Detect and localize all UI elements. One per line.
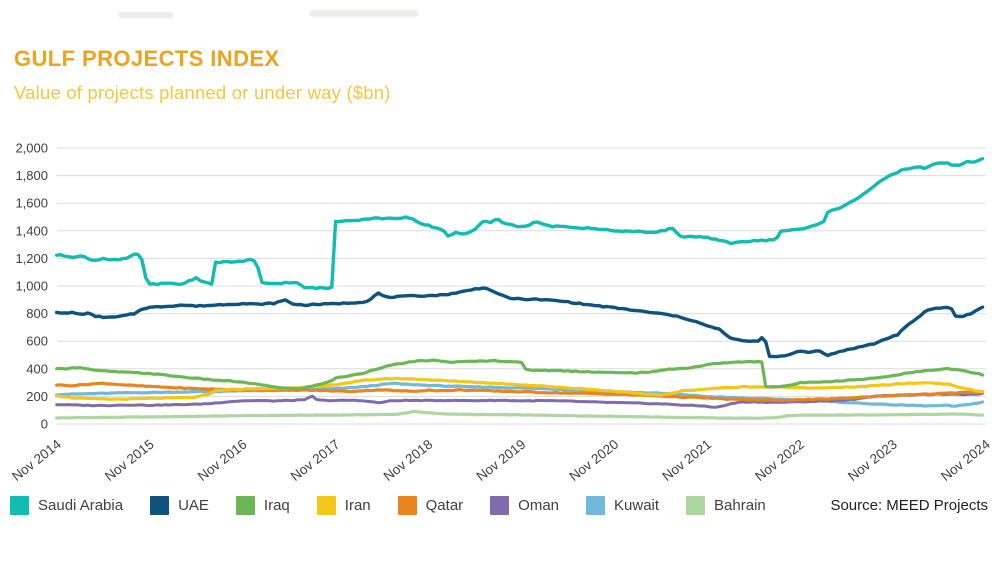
legend-swatch (316, 496, 336, 515)
legend-item: Bahrain (686, 496, 766, 515)
svg-text:200: 200 (26, 389, 48, 404)
legend-swatch (586, 496, 606, 515)
svg-text:0: 0 (41, 417, 48, 432)
page-title: GULF PROJECTS INDEX (14, 46, 280, 71)
svg-text:1,800: 1,800 (15, 168, 48, 183)
svg-text:Nov 2023: Nov 2023 (845, 437, 900, 484)
legend-item: Iran (316, 496, 371, 515)
legend-swatch (235, 496, 255, 515)
svg-text:400: 400 (26, 361, 48, 376)
legend-item: Kuwait (586, 496, 659, 515)
source-label: Source: MEED Projects (830, 497, 988, 514)
legend-swatch (686, 496, 706, 515)
svg-text:Nov 2022: Nov 2022 (752, 437, 807, 484)
svg-text:Nov 2017: Nov 2017 (288, 437, 343, 484)
svg-text:1,200: 1,200 (15, 251, 48, 266)
legend-swatch (490, 496, 510, 515)
legend-item: Qatar (397, 496, 464, 515)
legend-label: Iraq (263, 497, 290, 514)
legend-item: Iraq (235, 496, 290, 515)
svg-text:Nov 2024: Nov 2024 (938, 436, 993, 484)
legend-swatch (150, 496, 170, 515)
legend-swatch (397, 496, 417, 515)
cropped-text-artifact (310, 10, 418, 17)
svg-text:1,000: 1,000 (15, 279, 48, 294)
svg-text:Nov 2014: Nov 2014 (9, 436, 64, 484)
legend-label: Oman (518, 497, 560, 514)
svg-text:1,600: 1,600 (15, 196, 48, 211)
legend-label: Kuwait (614, 497, 660, 514)
legend-label: Qatar (425, 497, 464, 514)
svg-text:1,400: 1,400 (15, 223, 48, 238)
svg-text:600: 600 (26, 334, 48, 349)
legend-item: Oman (490, 496, 559, 515)
svg-text:Nov 2021: Nov 2021 (659, 437, 714, 484)
svg-text:Nov 2016: Nov 2016 (195, 437, 250, 484)
svg-text:Nov 2015: Nov 2015 (102, 437, 157, 484)
legend-label: Iran (344, 497, 371, 514)
svg-text:Nov 2018: Nov 2018 (381, 437, 436, 484)
page-subtitle: Value of projects planned or under way (… (14, 82, 391, 103)
legend-item: UAE (150, 496, 209, 515)
legend-label: UAE (178, 497, 209, 514)
svg-text:Nov 2020: Nov 2020 (566, 437, 621, 484)
legend-label: Bahrain (714, 497, 766, 514)
svg-text:800: 800 (26, 306, 48, 321)
legend-swatch (10, 496, 29, 515)
legend-label: Saudi Arabia (38, 497, 124, 514)
chart-footer: Saudi Arabia UAE Iraq Iran Qatar Oman Ku… (0, 496, 1000, 515)
svg-text:2,000: 2,000 (15, 141, 48, 156)
legend-item: Saudi Arabia (10, 496, 123, 515)
svg-text:Nov 2019: Nov 2019 (474, 437, 529, 484)
legend: Saudi Arabia UAE Iraq Iran Qatar Oman Ku… (10, 496, 766, 515)
cropped-text-artifact (118, 12, 174, 18)
